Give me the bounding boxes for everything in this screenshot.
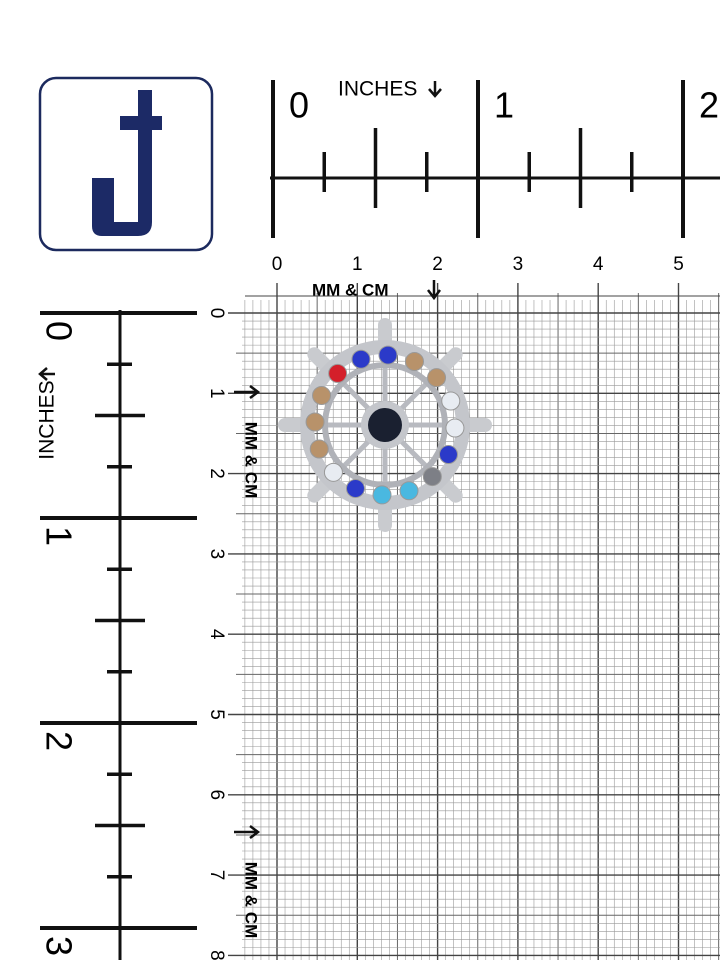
inch-tick-label: 0 xyxy=(38,321,79,341)
gem xyxy=(399,481,419,501)
inch-tick-label: 0 xyxy=(289,85,309,126)
gem xyxy=(422,467,442,487)
gem xyxy=(438,445,458,465)
cm-ruler-label: MM & CM xyxy=(242,862,261,938)
rim-inner xyxy=(322,362,448,488)
cm-tick-label: 5 xyxy=(673,254,684,275)
cm-ruler-label: MM & CM xyxy=(242,422,261,498)
gem xyxy=(323,462,343,482)
cm-tick-label: 6 xyxy=(206,790,227,801)
spoke xyxy=(340,380,373,413)
arrow xyxy=(234,385,261,399)
hub-stone xyxy=(368,408,402,442)
arrow xyxy=(428,81,442,98)
inch-tick-label: 3 xyxy=(38,936,79,956)
cm-tick-label: 7 xyxy=(206,870,227,881)
cm-tick-label: 4 xyxy=(206,629,227,640)
inch-ruler-label: INCHES xyxy=(36,380,59,459)
product-image xyxy=(278,318,492,532)
spoke xyxy=(340,437,373,470)
cm-tick-label: 3 xyxy=(206,549,227,560)
cm-tick-label: 5 xyxy=(206,709,227,720)
cm-tick-label: 2 xyxy=(432,254,443,275)
arrow xyxy=(427,280,441,301)
gem xyxy=(351,349,371,369)
gem xyxy=(427,368,447,388)
gem xyxy=(445,418,465,438)
inch-tick-label: 2 xyxy=(699,85,719,126)
spoke xyxy=(397,380,430,413)
cm-tick-label: 8 xyxy=(206,950,227,960)
cm-ruler-label: MM & CM xyxy=(312,280,388,299)
inch-tick-label: 2 xyxy=(38,731,79,751)
cm-tick-label: 3 xyxy=(513,254,524,275)
cm-tick-label: 2 xyxy=(206,468,227,479)
gem xyxy=(378,345,398,365)
gem xyxy=(345,478,365,498)
gem xyxy=(372,485,392,505)
cm-tick-label: 0 xyxy=(272,254,283,275)
arrow xyxy=(234,825,261,839)
cm-tick-label: 0 xyxy=(206,308,227,319)
grid xyxy=(228,283,720,960)
cm-tick-label: 4 xyxy=(593,254,604,275)
spoke xyxy=(397,437,430,470)
logo xyxy=(38,76,214,252)
gem xyxy=(328,363,348,383)
cm-tick-label: 1 xyxy=(206,388,227,399)
gem xyxy=(405,352,425,372)
gem xyxy=(441,391,461,411)
cm-tick-label: 1 xyxy=(352,254,363,275)
rulers: 0 1 2 3 4 5 MM & CM 0 1 2 3 4 5 6 7 8 MM & CM MM & CM 0 1 2 I… xyxy=(36,78,720,960)
gem xyxy=(305,412,325,432)
inch-tick-label: 1 xyxy=(494,85,514,126)
gem xyxy=(309,439,329,459)
inch-ruler-label: INCHES xyxy=(338,78,417,101)
gem xyxy=(312,385,332,405)
inch-tick-label: 1 xyxy=(38,526,79,546)
arrow xyxy=(38,367,55,381)
